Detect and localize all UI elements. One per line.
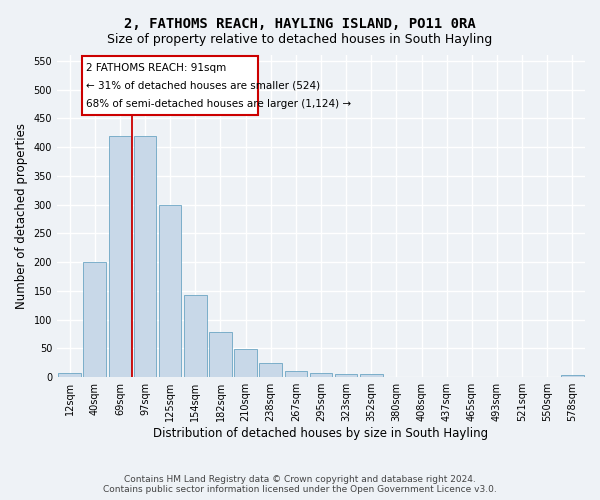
Bar bbox=[209, 332, 232, 377]
FancyBboxPatch shape bbox=[82, 56, 258, 116]
Bar bbox=[83, 262, 106, 377]
Bar bbox=[335, 374, 358, 377]
Bar bbox=[159, 204, 181, 377]
Bar bbox=[109, 136, 131, 377]
Text: ← 31% of detached houses are smaller (524): ← 31% of detached houses are smaller (52… bbox=[86, 81, 320, 91]
Bar bbox=[561, 376, 584, 377]
Bar bbox=[284, 371, 307, 377]
Y-axis label: Number of detached properties: Number of detached properties bbox=[15, 123, 28, 309]
Bar bbox=[310, 372, 332, 377]
X-axis label: Distribution of detached houses by size in South Hayling: Distribution of detached houses by size … bbox=[154, 427, 488, 440]
Bar bbox=[360, 374, 383, 377]
Bar bbox=[259, 364, 282, 377]
Text: Size of property relative to detached houses in South Hayling: Size of property relative to detached ho… bbox=[107, 32, 493, 46]
Text: Contains HM Land Registry data © Crown copyright and database right 2024.
Contai: Contains HM Land Registry data © Crown c… bbox=[103, 474, 497, 494]
Bar bbox=[234, 349, 257, 377]
Text: 68% of semi-detached houses are larger (1,124) →: 68% of semi-detached houses are larger (… bbox=[86, 98, 351, 108]
Text: 2 FATHOMS REACH: 91sqm: 2 FATHOMS REACH: 91sqm bbox=[86, 63, 226, 73]
Text: 2, FATHOMS REACH, HAYLING ISLAND, PO11 0RA: 2, FATHOMS REACH, HAYLING ISLAND, PO11 0… bbox=[124, 18, 476, 32]
Bar bbox=[184, 295, 206, 377]
Bar bbox=[58, 372, 81, 377]
Bar bbox=[134, 136, 157, 377]
